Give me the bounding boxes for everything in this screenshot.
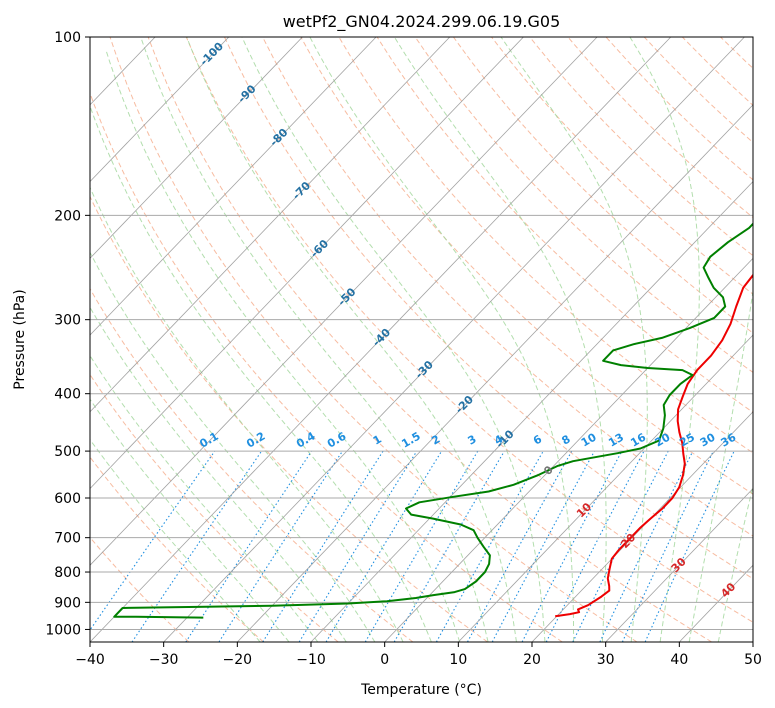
- y-tick-label: 500: [54, 444, 81, 460]
- dry-adiabat-line: [109, 37, 638, 642]
- y-tick-label: 400: [54, 387, 81, 403]
- mixing-ratio-line: [131, 450, 263, 642]
- mixing-ratio-line: [298, 450, 418, 642]
- mixing-ratio-line: [90, 450, 216, 632]
- dewpoint-profile-line: [113, 222, 753, 619]
- x-tick-label: 30: [597, 652, 615, 668]
- x-tick-label: −10: [296, 652, 326, 668]
- dry-adiabat-line: [90, 536, 190, 642]
- y-tick-label: 700: [54, 531, 81, 547]
- moist-adiabat-line: [629, 37, 700, 642]
- y-tick-label: 1000: [45, 622, 81, 638]
- y-tick-label: 600: [54, 491, 81, 507]
- x-tick-label: 20: [523, 652, 541, 668]
- x-tick-label: 50: [744, 652, 762, 668]
- dry-adiabat-line: [90, 91, 563, 642]
- moist-adiabat-line: [688, 287, 753, 642]
- dry-adiabat-line: [185, 37, 753, 623]
- x-tick-label: −30: [149, 652, 179, 668]
- moist-adiabat-line: [186, 37, 517, 642]
- isotherm-line: [90, 37, 230, 183]
- y-axis-label: Pressure (hPa): [12, 289, 28, 389]
- moist-adiabat-line: [717, 483, 753, 642]
- y-tick-label: 300: [54, 313, 81, 329]
- isotherm-line: [90, 37, 524, 490]
- mixing-ratio-line: [218, 450, 343, 642]
- isotherm-line: [90, 37, 451, 413]
- mixing-ratio-line: [572, 450, 669, 642]
- moist-adiabat-line: [90, 104, 432, 642]
- moist-adiabat-line: [140, 37, 489, 642]
- moist-adiabat-line: [90, 251, 376, 642]
- isotherm-line: [605, 487, 753, 642]
- dry-adiabat-line: [452, 37, 753, 334]
- moist-adiabat-line: [90, 398, 290, 642]
- isotherm-line: [90, 37, 598, 566]
- dry-adiabat-line: [376, 37, 753, 413]
- moist-adiabat-line: [309, 37, 575, 642]
- x-tick-label: 0: [380, 652, 389, 668]
- mixing-ratio-line: [435, 450, 544, 642]
- y-tick-label: 200: [54, 208, 81, 224]
- mixing-ratio-line: [545, 450, 645, 642]
- moist-adiabat-line: [393, 37, 607, 642]
- chart-title: wetPf2_GN04.2024.299.06.19.G05: [283, 12, 561, 32]
- x-tick-label: −20: [223, 652, 253, 668]
- dry-adiabat-line: [90, 456, 264, 642]
- moist-adiabat-line: [90, 438, 261, 642]
- moist-adiabat-line: [241, 37, 546, 642]
- isotherm-line: [752, 641, 753, 642]
- isotherm-line: [310, 181, 753, 642]
- mixing-ratio-line: [467, 450, 573, 642]
- y-tick-label: 100: [54, 30, 81, 46]
- dry-adiabat-line: [759, 37, 775, 642]
- temperature-profile-line: [555, 273, 753, 618]
- moist-adiabat-line: [500, 37, 648, 642]
- plot-frame: [89, 36, 754, 643]
- isotherm-line: [237, 104, 753, 642]
- isotherm-line: [90, 37, 303, 259]
- dry-adiabat-line: [90, 195, 488, 642]
- isotherm-line: [458, 334, 753, 642]
- moist-adiabat-line: [105, 49, 461, 642]
- mixing-ratio-line: [325, 450, 443, 642]
- dry-adiabat-line: [147, 37, 712, 642]
- dry-adiabat-line: [338, 37, 753, 454]
- x-tick-label: 40: [670, 652, 688, 668]
- isotherm-line: [384, 257, 753, 642]
- isotherm-line: [90, 37, 377, 336]
- isotherm-line: [531, 411, 753, 642]
- x-tick-label: −40: [75, 652, 105, 668]
- isotherm-line: [0, 37, 8, 642]
- x-axis-label: Temperature (°C): [360, 682, 482, 698]
- moist-adiabat-line: [90, 354, 319, 642]
- isotherm-line: [163, 37, 745, 642]
- y-tick-label: 900: [54, 595, 81, 611]
- dry-adiabat-line: [224, 37, 753, 580]
- mixing-ratio-line: [262, 450, 384, 642]
- isotherm-line: [90, 37, 672, 642]
- x-tick-label: 10: [449, 652, 467, 668]
- plot-background: [90, 37, 753, 642]
- y-tick-label: 800: [54, 565, 81, 581]
- moist-adiabat-line: [90, 186, 404, 642]
